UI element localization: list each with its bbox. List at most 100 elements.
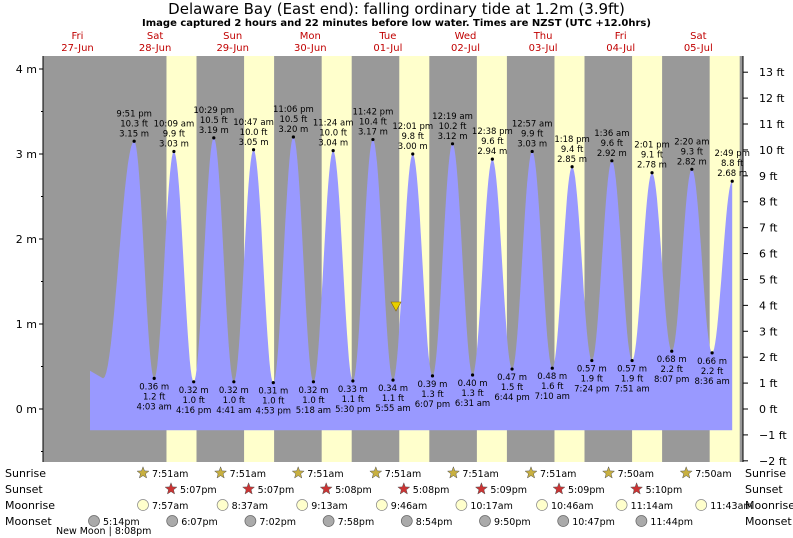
sunrise-time: 7:51am: [307, 469, 343, 480]
day-date-label: 04-Jul: [606, 43, 635, 54]
tide-time-label: 12:01 pm: [392, 122, 433, 132]
tide-time-label: 11:06 pm: [273, 105, 314, 115]
tide-ft-label: 10.0 ft: [240, 128, 268, 138]
row-label-left: Moonrise: [5, 499, 55, 512]
tide-point: [291, 135, 295, 139]
y-tick-label-ft: 2 ft: [759, 351, 778, 364]
tide-m-label: 2.82 m: [677, 157, 707, 167]
tide-point: [172, 149, 176, 154]
tide-m-label: 3.20 m: [278, 125, 308, 135]
sunset-icon: [242, 482, 256, 495]
sunrise-icon: [291, 466, 305, 479]
sunrise-icon: [446, 466, 460, 479]
tide-point: [371, 137, 375, 142]
tide-m-label: 0.57 m: [577, 365, 607, 375]
day-name-label: Thu: [533, 31, 553, 42]
day-date-label: 27-Jun: [61, 43, 94, 54]
tide-ft-label: 9.1 ft: [641, 151, 664, 161]
tide-area: [90, 137, 733, 431]
tide-point: [530, 149, 534, 154]
y-tick-label-m: 0 m: [16, 403, 37, 416]
moonrise-icon: [216, 499, 229, 511]
tide-point: [570, 165, 574, 169]
tide-time-label: 7:24 pm: [574, 385, 609, 395]
tide-time-label: 7:51 am: [614, 385, 649, 395]
tide-m-label: 3.03 m: [159, 139, 189, 149]
y-tick-label-ft: −2 ft: [759, 455, 787, 468]
moonset-time: 10:47pm: [572, 517, 615, 528]
day-name-label: Sun: [223, 31, 242, 42]
tide-point: [710, 351, 714, 355]
tide-m-label: 0.36 m: [139, 382, 169, 392]
row-label-right: Moonset: [745, 515, 792, 528]
tide-point: [430, 374, 435, 378]
tide-ft-label: 9.6 ft: [481, 137, 504, 147]
day-date-label: 30-Jun: [294, 43, 327, 54]
sunrise-icon: [214, 466, 228, 479]
tide-m-label: 0.32 m: [219, 386, 249, 396]
tide-time-label: 11:24 am: [313, 119, 354, 129]
moonrise-icon: [615, 499, 628, 511]
sunset-icon: [630, 482, 644, 495]
tide-m-label: 0.32 m: [298, 386, 328, 396]
tide-point: [450, 142, 455, 146]
tide-ft-label: 1.0 ft: [182, 396, 205, 406]
tide-m-label: 0.40 m: [458, 379, 488, 389]
sunrise-time: 7:51am: [152, 469, 188, 480]
tide-ft-label: 1.9 ft: [621, 375, 644, 385]
tide-m-label: 2.78 m: [637, 161, 667, 171]
tide-point: [690, 167, 694, 171]
day-date-label: 28-Jun: [139, 43, 172, 54]
sunset-time: 5:08pm: [413, 485, 450, 496]
sunset-icon: [164, 482, 178, 495]
tide-time-label: 9:51 pm: [116, 109, 151, 119]
row-label-right: Sunset: [745, 483, 783, 496]
day-name-label: Fri: [72, 31, 84, 42]
tide-point: [730, 179, 734, 183]
tide-time-label: 12:57 am: [512, 119, 553, 129]
y-tick-label-ft: 12 ft: [759, 92, 785, 105]
day-date-label: 01-Jul: [373, 43, 402, 54]
tide-time-label: 11:42 pm: [352, 108, 393, 118]
tide-point: [212, 136, 216, 140]
day-date-label: 02-Jul: [451, 43, 480, 54]
moonset-icon: [166, 515, 179, 527]
moonset-icon: [88, 515, 100, 527]
tide-m-label: 0.31 m: [258, 387, 288, 397]
sunrise-time: 7:51am: [230, 469, 266, 480]
y-tick-label-ft: 10 ft: [759, 144, 785, 157]
y-tick-label-ft: 5 ft: [759, 273, 778, 286]
y-tick-label-ft: 9 ft: [759, 170, 778, 183]
moonrise-icon: [536, 499, 548, 511]
y-tick-label-ft: 8 ft: [759, 196, 778, 209]
sunset-icon: [319, 482, 333, 495]
tide-point: [152, 376, 156, 380]
row-label-left: Sunset: [5, 483, 43, 496]
tide-time-label: 4:03 am: [137, 402, 172, 412]
moonrise-time: 7:57am: [152, 501, 188, 512]
tide-ft-label: 1.3 ft: [461, 389, 484, 399]
tide-time-label: 5:55 am: [375, 404, 410, 414]
tide-ft-label: 10.4 ft: [359, 118, 387, 128]
moonset-icon: [557, 515, 570, 527]
tide-time-label: 2:49 pm: [714, 149, 749, 159]
y-tick-label-m: 1 m: [16, 318, 37, 331]
sunrise-time: 7:51am: [385, 469, 421, 480]
tide-point: [391, 378, 395, 382]
day-date-label: 03-Jul: [529, 43, 558, 54]
day-name-label: Mon: [300, 31, 321, 42]
tide-m-label: 0.47 m: [497, 373, 527, 383]
tide-ft-label: 10.5 ft: [279, 115, 307, 125]
tide-m-label: 2.68 m: [717, 169, 747, 179]
chart-subtitle: Image captured 2 hours and 22 minutes be…: [142, 18, 651, 29]
tide-point: [670, 349, 674, 353]
sunrise-time: 7:51am: [540, 469, 576, 480]
tide-m-label: 3.19 m: [199, 126, 229, 136]
tide-time-label: 4:16 pm: [176, 406, 211, 416]
tide-ft-label: 1.0 ft: [302, 396, 325, 406]
tide-time-label: 4:41 am: [216, 406, 251, 416]
tide-time-label: 12:19 am: [432, 112, 473, 122]
tide-time-label: 6:31 am: [455, 399, 490, 409]
tide-m-label: 3.00 m: [398, 142, 428, 152]
sunrise-time: 7:50am: [618, 469, 654, 480]
